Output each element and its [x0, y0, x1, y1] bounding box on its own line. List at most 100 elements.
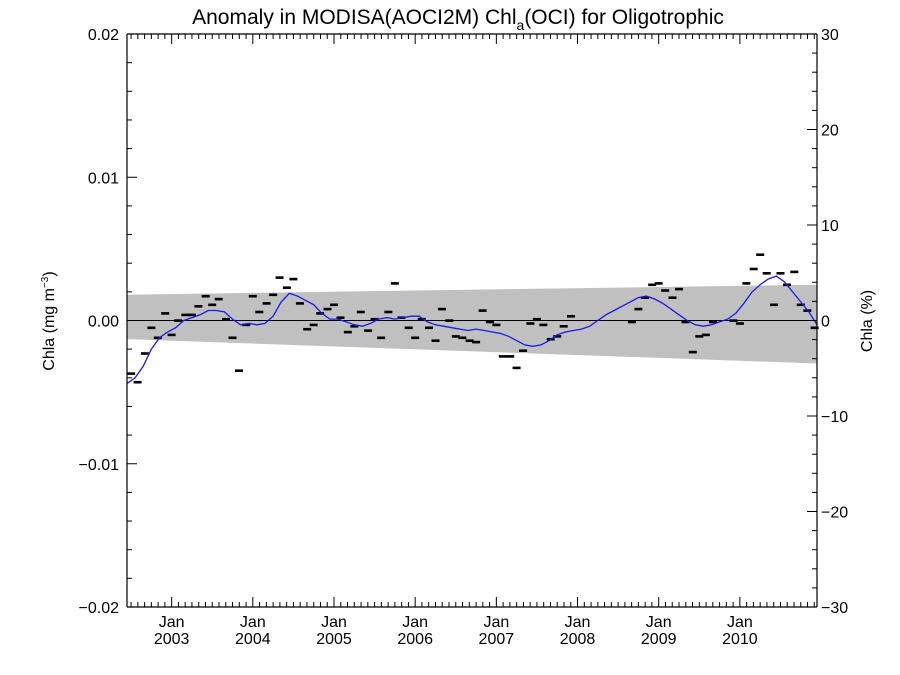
monthly-point	[201, 294, 210, 298]
monthly-point	[742, 282, 751, 285]
y-axis-left-label-close: )	[41, 271, 58, 276]
monthly-point	[384, 310, 393, 314]
monthly-point	[161, 312, 170, 315]
monthly-point	[648, 283, 657, 287]
monthly-point	[498, 355, 507, 358]
monthly-point	[390, 282, 399, 285]
monthly-point	[688, 350, 697, 354]
monthly-point	[661, 289, 670, 292]
monthly-point	[492, 323, 501, 327]
monthly-point	[269, 293, 278, 297]
monthly-point	[282, 286, 291, 289]
y-right-tick-label: 0	[821, 314, 830, 331]
x-tick-year-label: 2007	[479, 631, 515, 648]
monthly-point	[356, 310, 365, 314]
monthly-point	[627, 320, 636, 324]
monthly-point	[255, 310, 264, 314]
monthly-point	[654, 282, 663, 285]
monthly-point	[411, 336, 420, 340]
y-axis-left-label-text: Chla (mg m	[41, 288, 58, 371]
smoothed-line-layer	[126, 275, 818, 385]
x-tick-month-label: Jan	[646, 614, 672, 631]
monthly-point	[140, 352, 149, 355]
monthly-point	[127, 372, 136, 375]
monthly-point	[756, 253, 765, 256]
x-tick-month-label: Jan	[483, 614, 509, 631]
monthly-point	[228, 336, 237, 340]
monthly-point	[187, 313, 196, 317]
monthly-point	[451, 335, 460, 338]
chart-title-suffix: (OCI) for Oligotrophic	[524, 6, 724, 29]
monthly-point	[262, 302, 271, 305]
monthly-point	[242, 323, 251, 327]
y-left-tick-label: 0.02	[88, 27, 119, 44]
y-axis-left-label-superscript: −3	[40, 276, 51, 288]
monthly-point	[350, 325, 359, 328]
monthly-point	[147, 326, 156, 330]
monthly-point	[810, 326, 819, 330]
x-tick-month-label: Jan	[727, 614, 753, 631]
y-left-tick-label: −0.02	[79, 600, 120, 617]
monthly-point	[438, 307, 446, 311]
monthly-point	[336, 316, 345, 319]
monthly-point	[506, 355, 515, 358]
monthly-point	[194, 305, 203, 308]
monthly-point	[675, 287, 683, 291]
monthly-point	[695, 335, 704, 338]
monthly-point	[709, 320, 718, 324]
y-right-tick-label: 30	[821, 27, 839, 44]
monthly-point	[762, 272, 771, 275]
monthly-point	[417, 317, 426, 321]
y-axis-right-label: Chla (%)	[859, 290, 876, 352]
monthly-point	[289, 277, 298, 281]
monthly-point	[681, 320, 690, 324]
y-right-tick-label: 10	[821, 218, 839, 235]
x-tick-year-label: 2003	[154, 631, 190, 648]
x-tick-month-label: Jan	[402, 614, 428, 631]
x-tick-year-label: 2005	[316, 631, 352, 648]
monthly-point	[519, 349, 528, 352]
monthly-point	[425, 326, 433, 330]
y-left-tick-label: −0.01	[79, 457, 120, 474]
monthly-point	[634, 307, 643, 311]
monthly-point	[377, 336, 386, 340]
x-tick-year-label: 2006	[397, 631, 433, 648]
y-right-tick-label: −10	[821, 409, 848, 426]
monthly-point	[445, 319, 454, 322]
monthly-point	[559, 325, 568, 328]
ticks-layer: 0.020.010.00−0.01−0.023020100−10−20−30Ja…	[79, 27, 849, 648]
monthly-point	[735, 322, 744, 325]
monthly-point	[553, 335, 562, 338]
monthly-point	[776, 272, 785, 275]
monthly-point	[478, 309, 487, 312]
monthly-point	[309, 323, 318, 327]
y-axis-left-label: Chla (mg m−3)	[40, 271, 58, 370]
monthly-point	[295, 302, 304, 305]
monthly-point	[364, 329, 373, 332]
monthly-point	[404, 326, 413, 330]
y-right-tick-label: −20	[821, 505, 848, 522]
y-left-tick-label: 0.01	[88, 170, 119, 187]
x-tick-month-label: Jan	[159, 614, 185, 631]
monthly-point	[465, 339, 474, 342]
monthly-point	[222, 317, 230, 321]
x-tick-month-label: Jan	[240, 614, 266, 631]
monthly-point	[668, 296, 677, 299]
monthly-point	[431, 339, 440, 342]
monthly-point	[303, 327, 312, 331]
x-tick-year-label: 2010	[722, 631, 758, 648]
monthly-point	[749, 267, 758, 271]
monthly-point	[235, 369, 243, 372]
monthly-point	[770, 303, 778, 307]
monthly-point	[174, 319, 183, 322]
monthly-point	[214, 297, 223, 301]
monthly-point	[458, 336, 467, 340]
x-tick-year-label: 2008	[560, 631, 596, 648]
monthly-point	[485, 320, 494, 324]
x-tick-month-label: Jan	[321, 614, 347, 631]
monthly-points-layer	[127, 253, 819, 384]
monthly-point	[275, 276, 284, 279]
y-right-tick-label: 20	[821, 123, 839, 140]
monthly-point	[133, 380, 142, 384]
